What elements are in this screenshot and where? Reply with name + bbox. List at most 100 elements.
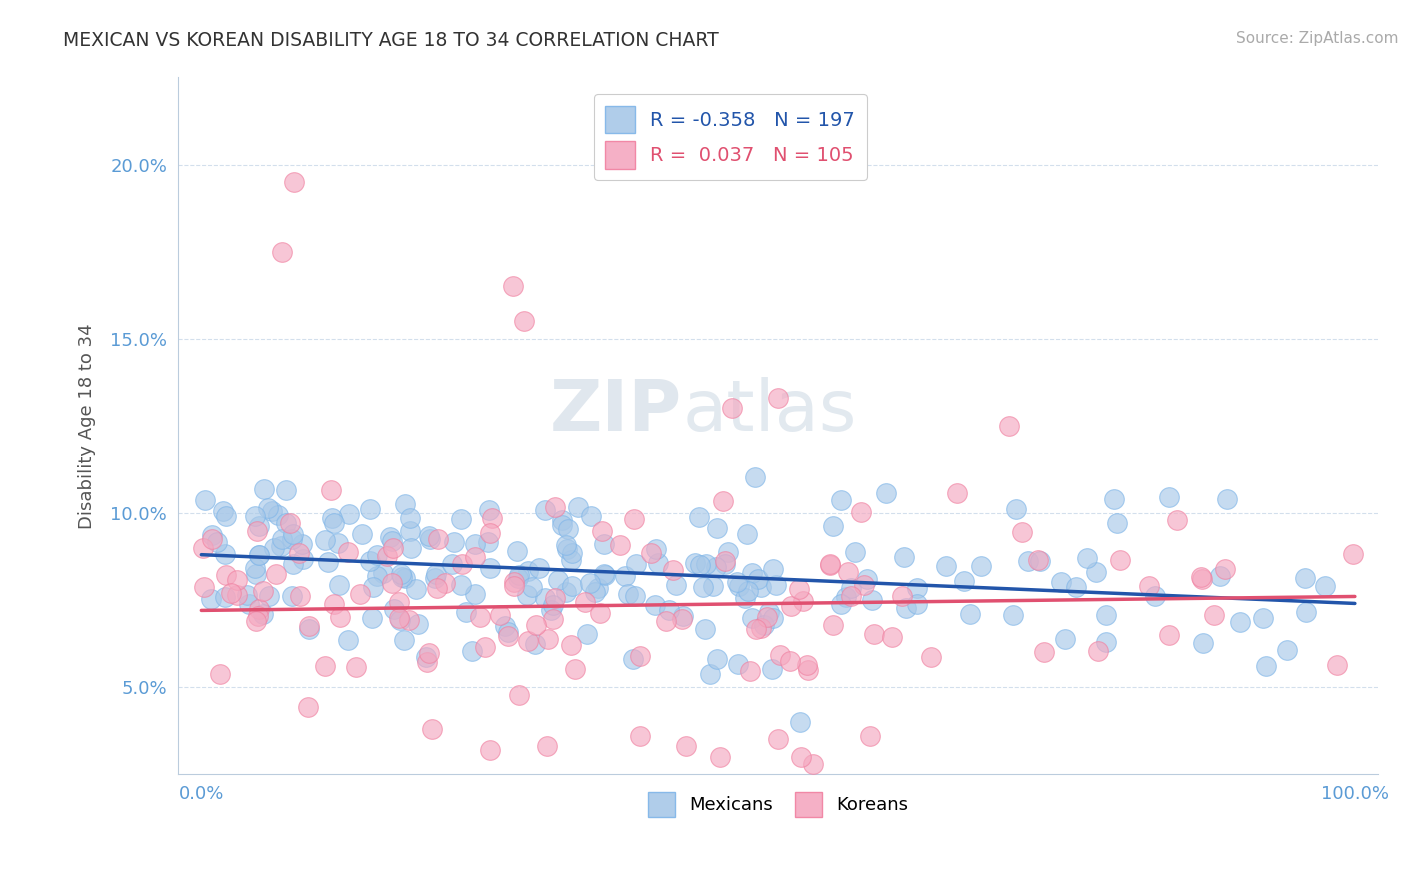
- Point: [477, 535, 499, 549]
- Point: [583, 585, 606, 599]
- Point: [665, 578, 688, 592]
- Point: [1213, 562, 1236, 576]
- Text: atlas: atlas: [682, 377, 856, 446]
- Point: [744, 470, 766, 484]
- Point: [540, 602, 562, 616]
- Point: [389, 614, 412, 628]
- Point: [426, 532, 449, 546]
- Point: [366, 569, 388, 583]
- Point: [193, 580, 215, 594]
- Point: [450, 578, 472, 592]
- Point: [716, 545, 738, 559]
- Point: [536, 739, 558, 754]
- Point: [693, 622, 716, 636]
- Point: [860, 592, 883, 607]
- Point: [375, 549, 398, 563]
- Point: [709, 749, 731, 764]
- Point: [541, 598, 564, 612]
- Point: [856, 572, 879, 586]
- Point: [624, 557, 647, 571]
- Point: [905, 597, 928, 611]
- Point: [211, 504, 233, 518]
- Point: [1341, 547, 1364, 561]
- Point: [256, 500, 278, 515]
- Point: [321, 510, 343, 524]
- Point: [200, 591, 222, 606]
- Point: [541, 612, 564, 626]
- Point: [208, 667, 231, 681]
- Point: [1157, 628, 1180, 642]
- Point: [270, 533, 292, 547]
- Point: [215, 509, 238, 524]
- Point: [645, 541, 668, 556]
- Point: [381, 534, 404, 549]
- Point: [291, 552, 314, 566]
- Point: [747, 572, 769, 586]
- Point: [416, 656, 439, 670]
- Point: [389, 566, 412, 581]
- Y-axis label: Disability Age 18 to 34: Disability Age 18 to 34: [79, 323, 96, 529]
- Point: [699, 666, 721, 681]
- Point: [506, 571, 529, 585]
- Point: [555, 584, 578, 599]
- Point: [714, 554, 737, 568]
- Point: [506, 544, 529, 558]
- Point: [1029, 554, 1052, 568]
- Point: [1084, 565, 1107, 579]
- Point: [494, 618, 516, 632]
- Point: [953, 574, 976, 588]
- Point: [780, 599, 803, 613]
- Point: [576, 627, 599, 641]
- Point: [288, 546, 311, 560]
- Point: [263, 541, 285, 556]
- Point: [537, 632, 560, 646]
- Point: [818, 558, 841, 572]
- Point: [1094, 635, 1116, 649]
- Point: [734, 591, 756, 605]
- Point: [623, 589, 645, 603]
- Point: [801, 756, 824, 771]
- Point: [823, 519, 845, 533]
- Point: [792, 594, 814, 608]
- Point: [745, 622, 768, 636]
- Point: [762, 562, 785, 576]
- Point: [520, 580, 543, 594]
- Point: [1033, 645, 1056, 659]
- Point: [706, 652, 728, 666]
- Point: [266, 567, 288, 582]
- Point: [214, 590, 236, 604]
- Point: [859, 729, 882, 743]
- Point: [1017, 554, 1039, 568]
- Text: ZIP: ZIP: [550, 377, 682, 446]
- Text: MEXICAN VS KOREAN DISABILITY AGE 18 TO 34 CORRELATION CHART: MEXICAN VS KOREAN DISABILITY AGE 18 TO 3…: [63, 31, 718, 50]
- Point: [1209, 569, 1232, 583]
- Point: [238, 597, 260, 611]
- Point: [474, 640, 496, 654]
- Point: [609, 538, 631, 552]
- Point: [205, 535, 228, 549]
- Point: [1137, 578, 1160, 592]
- Point: [247, 548, 270, 562]
- Point: [221, 586, 243, 600]
- Point: [737, 583, 759, 598]
- Point: [920, 650, 942, 665]
- Point: [1095, 607, 1118, 622]
- Point: [298, 619, 321, 633]
- Point: [1026, 552, 1049, 566]
- Point: [405, 582, 427, 596]
- Point: [398, 511, 420, 525]
- Point: [779, 654, 801, 668]
- Point: [323, 598, 346, 612]
- Point: [621, 651, 644, 665]
- Point: [628, 729, 651, 743]
- Point: [713, 558, 735, 572]
- Point: [461, 644, 484, 658]
- Point: [297, 622, 319, 636]
- Point: [214, 547, 236, 561]
- Point: [830, 597, 852, 611]
- Point: [1229, 615, 1251, 629]
- Point: [1076, 550, 1098, 565]
- Point: [907, 582, 929, 596]
- Point: [640, 545, 662, 559]
- Point: [252, 607, 274, 621]
